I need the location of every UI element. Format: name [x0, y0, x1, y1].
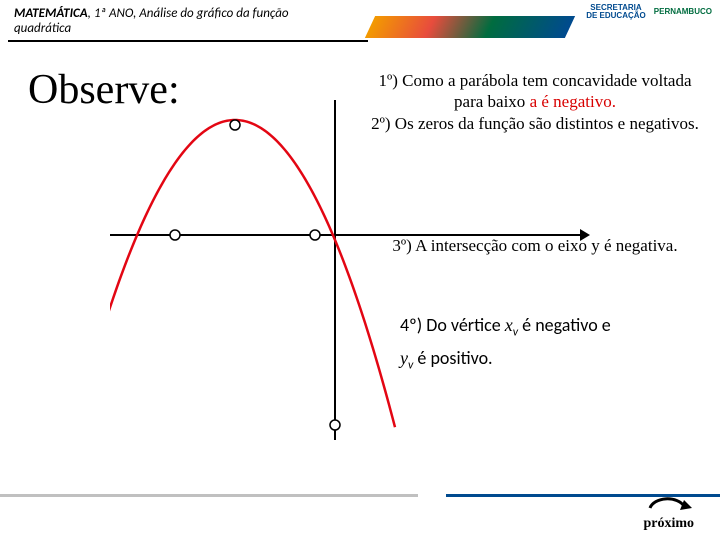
note-3-text: 3º) A intersecção com o eixo y é negativ… [392, 236, 677, 255]
note-4-end: é positivo. [413, 347, 492, 369]
logo-secretaria: SECRETARIADE EDUCAÇÃO [586, 4, 646, 20]
topic-label-1: Análise do gráfico da função [139, 6, 288, 21]
note-4-prefix: 4º) Do vértice [400, 314, 505, 336]
note-4-mid: é negativo e [518, 314, 611, 336]
color-stripe [365, 16, 575, 38]
note-1-2: 1º) Como a parábola tem concavidade volt… [370, 70, 700, 134]
proximo-label: próximo [643, 516, 694, 531]
note-1-red: a é negativo. [530, 92, 616, 111]
footer-stripe [0, 494, 720, 504]
note-4: 4º) Do vértice xv é negativo e yv é posi… [400, 310, 700, 376]
note-2-text: 2º) Os zeros da função são distintos e n… [371, 114, 699, 133]
yv-var: y [400, 348, 408, 368]
slide-header: MATEMÁTICA, 1ª ANO, Análise do gráfico d… [0, 0, 720, 48]
proximo-button[interactable]: próximo [643, 494, 694, 532]
title-box: MATEMÁTICA, 1ª ANO, Análise do gráfico d… [8, 4, 368, 42]
title-line-2: quadrática [14, 21, 362, 36]
xv-var: x [505, 315, 513, 335]
logo-pernambuco: PERNAMBUCO [654, 8, 712, 16]
note-3: 3º) A intersecção com o eixo y é negativ… [370, 235, 700, 256]
next-arrow-icon [644, 494, 694, 514]
subject-label: MATEMÁTICA [14, 6, 88, 21]
grade-label: , 1ª ANO, [88, 6, 140, 21]
logo-block: SECRETARIADE EDUCAÇÃO PERNAMBUCO [586, 4, 712, 20]
chart-svg [110, 100, 590, 440]
title-line: MATEMÁTICA, 1ª ANO, Análise do gráfico d… [14, 6, 362, 21]
